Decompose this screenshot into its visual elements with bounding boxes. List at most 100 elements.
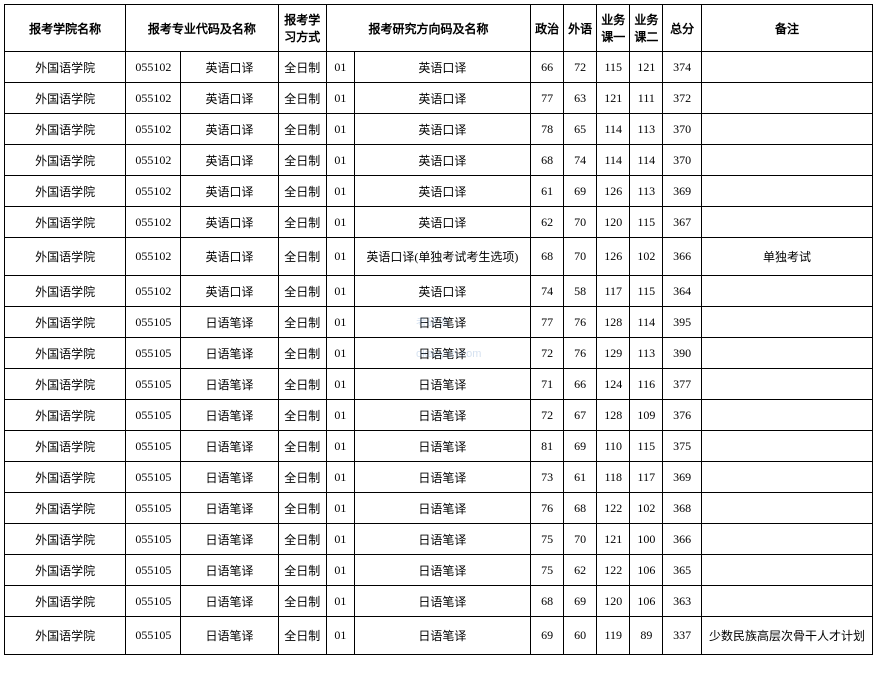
cell-school: 外国语学院: [5, 276, 126, 307]
cell-dir-name: 日语笔译: [354, 555, 530, 586]
cell-dir-code: 01: [327, 114, 355, 145]
cell-school: 外国语学院: [5, 462, 126, 493]
cell-dir-code: 01: [327, 276, 355, 307]
cell-major-code: 055102: [126, 114, 181, 145]
cell-foreign: 63: [564, 83, 597, 114]
cell-major-code: 055102: [126, 207, 181, 238]
cell-major-code: 055105: [126, 586, 181, 617]
cell-mode: 全日制: [278, 176, 327, 207]
cell-total: 395: [663, 307, 702, 338]
cell-remark: [701, 493, 872, 524]
cell-foreign: 69: [564, 586, 597, 617]
cell-foreign: 69: [564, 176, 597, 207]
cell-remark: [701, 586, 872, 617]
table-row: 外国语学院055105日语笔译全日制01日语笔译7361118117369: [5, 462, 873, 493]
header-row: 报考学院名称 报考专业代码及名称 报考学习方式 报考研究方向码及名称 政治 外语…: [5, 5, 873, 52]
cell-course2: 109: [630, 400, 663, 431]
cell-total: 365: [663, 555, 702, 586]
cell-foreign: 61: [564, 462, 597, 493]
cell-major-code: 055105: [126, 555, 181, 586]
cell-school: 外国语学院: [5, 238, 126, 276]
cell-foreign: 58: [564, 276, 597, 307]
cell-mode: 全日制: [278, 114, 327, 145]
cell-dir-name: 日语笔译: [354, 462, 530, 493]
cell-dir-name: 日语笔译: [354, 338, 530, 369]
cell-mode: 全日制: [278, 617, 327, 655]
cell-mode: 全日制: [278, 369, 327, 400]
cell-total: 374: [663, 52, 702, 83]
cell-politics: 77: [531, 83, 564, 114]
cell-politics: 71: [531, 369, 564, 400]
cell-course2: 102: [630, 238, 663, 276]
cell-remark: [701, 555, 872, 586]
cell-foreign: 67: [564, 400, 597, 431]
cell-course1: 120: [597, 586, 630, 617]
table-row: 外国语学院055105日语笔译全日制01日语笔译7570121100366: [5, 524, 873, 555]
cell-school: 外国语学院: [5, 431, 126, 462]
cell-school: 外国语学院: [5, 524, 126, 555]
cell-school: 外国语学院: [5, 493, 126, 524]
cell-major-name: 英语口译: [181, 83, 278, 114]
cell-remark: 少数民族高层次骨干人才计划: [701, 617, 872, 655]
cell-dir-code: 01: [327, 555, 355, 586]
cell-major-name: 日语笔译: [181, 369, 278, 400]
cell-remark: [701, 307, 872, 338]
cell-total: 368: [663, 493, 702, 524]
cell-foreign: 66: [564, 369, 597, 400]
cell-course1: 121: [597, 524, 630, 555]
cell-major-name: 日语笔译: [181, 617, 278, 655]
cell-mode: 全日制: [278, 238, 327, 276]
cell-dir-code: 01: [327, 493, 355, 524]
header-total: 总分: [663, 5, 702, 52]
cell-course2: 121: [630, 52, 663, 83]
cell-politics: 81: [531, 431, 564, 462]
cell-course1: 129: [597, 338, 630, 369]
cell-total: 375: [663, 431, 702, 462]
table-row: 外国语学院055105日语笔译全日制01日语笔译7562122106365: [5, 555, 873, 586]
cell-remark: [701, 207, 872, 238]
cell-major-name: 日语笔译: [181, 338, 278, 369]
table-row: 外国语学院055105日语笔译全日制01日语笔译8169110115375: [5, 431, 873, 462]
cell-course2: 114: [630, 145, 663, 176]
cell-total: 369: [663, 176, 702, 207]
cell-major-name: 英语口译: [181, 276, 278, 307]
cell-total: 369: [663, 462, 702, 493]
cell-dir-name: 英语口译: [354, 276, 530, 307]
cell-course2: 106: [630, 555, 663, 586]
header-major: 报考专业代码及名称: [126, 5, 278, 52]
cell-course2: 115: [630, 207, 663, 238]
cell-course1: 124: [597, 369, 630, 400]
cell-major-name: 英语口译: [181, 145, 278, 176]
cell-major-code: 055105: [126, 617, 181, 655]
cell-course1: 115: [597, 52, 630, 83]
cell-politics: 76: [531, 493, 564, 524]
cell-mode: 全日制: [278, 400, 327, 431]
cell-mode: 全日制: [278, 338, 327, 369]
table-row: 外国语学院055105日语笔译全日制01日语笔译7276129113390: [5, 338, 873, 369]
cell-dir-name: 日语笔译: [354, 524, 530, 555]
cell-foreign: 76: [564, 338, 597, 369]
cell-major-name: 日语笔译: [181, 431, 278, 462]
cell-remark: [701, 176, 872, 207]
cell-course2: 116: [630, 369, 663, 400]
cell-mode: 全日制: [278, 524, 327, 555]
cell-politics: 69: [531, 617, 564, 655]
cell-dir-name: 英语口译: [354, 176, 530, 207]
cell-politics: 72: [531, 338, 564, 369]
cell-school: 外国语学院: [5, 114, 126, 145]
table-body: 外国语学院055102英语口译全日制01英语口译6672115121374外国语…: [5, 52, 873, 655]
cell-dir-name: 英语口译: [354, 145, 530, 176]
cell-major-code: 055102: [126, 145, 181, 176]
cell-major-code: 055102: [126, 52, 181, 83]
cell-major-name: 英语口译: [181, 52, 278, 83]
cell-course2: 102: [630, 493, 663, 524]
cell-school: 外国语学院: [5, 400, 126, 431]
cell-foreign: 72: [564, 52, 597, 83]
cell-foreign: 76: [564, 307, 597, 338]
cell-dir-code: 01: [327, 617, 355, 655]
cell-dir-code: 01: [327, 52, 355, 83]
cell-dir-code: 01: [327, 524, 355, 555]
cell-politics: 66: [531, 52, 564, 83]
cell-remark: [701, 114, 872, 145]
cell-dir-name: 英语口译: [354, 207, 530, 238]
